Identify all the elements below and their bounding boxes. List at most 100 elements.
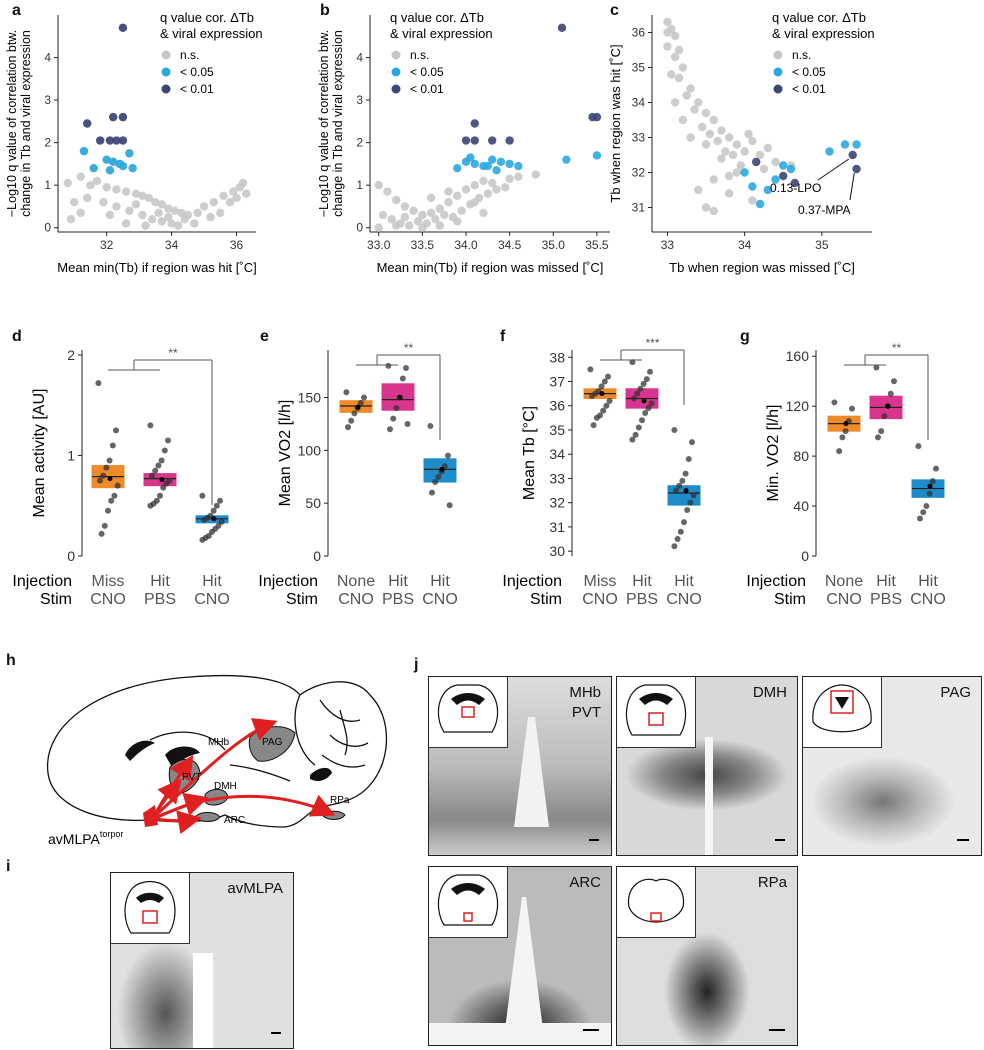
y-axis-label: Tb when region was hit [˚C] bbox=[608, 44, 623, 202]
point-ns bbox=[391, 221, 401, 230]
data-point bbox=[95, 380, 102, 387]
point-ns bbox=[418, 223, 427, 232]
panel-label-a: a bbox=[12, 2, 21, 19]
data-point bbox=[923, 503, 930, 510]
category-row1-label: Hit bbox=[674, 573, 694, 590]
point-ns bbox=[663, 17, 672, 27]
point-ns bbox=[105, 210, 115, 220]
legend-title-line2: & viral expression bbox=[160, 26, 263, 41]
point-ns bbox=[444, 198, 453, 207]
scale-bar bbox=[769, 1029, 785, 1031]
data-point bbox=[690, 492, 697, 499]
panel-label-c: c bbox=[610, 2, 619, 19]
y-tick-label: 3 bbox=[44, 93, 51, 107]
point-ns bbox=[125, 206, 134, 215]
brain-outline bbox=[46, 674, 388, 828]
label-arc: ARC bbox=[224, 815, 245, 826]
point-sig05 bbox=[505, 159, 514, 169]
data-point bbox=[590, 422, 597, 429]
row2-title: Stim bbox=[286, 591, 318, 608]
avmlpa-source bbox=[143, 805, 158, 827]
point-ns bbox=[426, 208, 436, 218]
data-point bbox=[629, 436, 636, 443]
data-point bbox=[403, 364, 409, 371]
point-sig01 bbox=[790, 178, 800, 188]
atlas-inset bbox=[617, 677, 696, 748]
data-point bbox=[149, 472, 155, 479]
point-ns bbox=[709, 115, 718, 125]
legend-lt01-swatch bbox=[161, 84, 171, 94]
point-sig01 bbox=[118, 112, 128, 122]
legend-ns-label: n.s. bbox=[410, 48, 429, 62]
data-point bbox=[393, 405, 400, 412]
micro-label-pvt: PVT bbox=[571, 704, 601, 721]
data-point bbox=[445, 452, 451, 459]
data-point bbox=[915, 443, 922, 450]
category-row1-label: Hit bbox=[388, 573, 408, 590]
scatter-chart-c: 33 34 35 31 32 33 34 35 36 Tb when region was mis… bbox=[608, 10, 875, 275]
point-ns bbox=[479, 176, 488, 186]
row1-title: Injection bbox=[502, 573, 562, 590]
point-sig05 bbox=[825, 147, 834, 156]
category-row2-label: CNO bbox=[194, 591, 230, 608]
legend-title-line2: & viral expression bbox=[772, 26, 875, 41]
data-point bbox=[601, 378, 608, 385]
category-row2-label: CNO bbox=[826, 591, 862, 608]
point-ns bbox=[76, 208, 85, 218]
data-point bbox=[432, 479, 439, 486]
y-tick-label: 4 bbox=[356, 51, 363, 65]
point-ns bbox=[199, 202, 209, 211]
data-point bbox=[598, 383, 605, 390]
point-ns bbox=[663, 42, 672, 51]
point-ns bbox=[736, 161, 745, 170]
y-tick-label: 0 bbox=[313, 548, 321, 564]
category-row2-label: CNO bbox=[582, 591, 618, 608]
point-sig05 bbox=[514, 161, 523, 171]
point-ns bbox=[514, 172, 523, 181]
point-sig05 bbox=[483, 161, 493, 171]
mean-point bbox=[599, 391, 605, 397]
point-ns bbox=[759, 164, 769, 174]
legend-lt01-swatch bbox=[391, 84, 401, 94]
point-ns bbox=[705, 129, 715, 139]
data-point bbox=[637, 385, 644, 392]
data-point bbox=[629, 359, 636, 366]
point-ns bbox=[501, 183, 510, 192]
label-dmh: DMH bbox=[214, 781, 237, 792]
point-ns bbox=[674, 73, 684, 83]
category-row2-label: PBS bbox=[144, 591, 176, 608]
legend-ns-swatch bbox=[391, 50, 401, 60]
point-ns bbox=[138, 191, 147, 201]
data-point bbox=[642, 410, 649, 417]
point-ns bbox=[724, 171, 734, 181]
data-point bbox=[600, 407, 607, 414]
category-row2-label: CNO bbox=[666, 591, 702, 608]
point-ns bbox=[219, 191, 228, 201]
point-ns bbox=[209, 198, 219, 207]
point-ns bbox=[418, 210, 427, 220]
y-tick-label: 0 bbox=[356, 221, 363, 235]
point-ns bbox=[63, 178, 72, 188]
data-point bbox=[640, 380, 647, 387]
point-ns bbox=[461, 185, 471, 194]
point-sig05 bbox=[108, 157, 118, 166]
x-tick-label: 33 bbox=[661, 238, 675, 252]
data-point bbox=[105, 507, 111, 514]
ventricle-gap bbox=[504, 897, 544, 1037]
point-ns bbox=[732, 140, 742, 149]
data-point bbox=[671, 426, 678, 433]
data-point bbox=[361, 394, 367, 401]
point-ns bbox=[724, 133, 734, 142]
data-point bbox=[161, 447, 168, 454]
point-ns bbox=[147, 215, 157, 224]
data-point bbox=[839, 434, 846, 441]
point-ns bbox=[717, 126, 726, 135]
data-point bbox=[114, 482, 121, 489]
point-sig05 bbox=[840, 140, 850, 149]
panel-label-b: b bbox=[320, 2, 330, 19]
panel-label-i: i bbox=[6, 858, 11, 875]
y-axis-label: Mean Tb [°C] bbox=[521, 406, 538, 500]
point-sig01 bbox=[470, 119, 479, 128]
point-ns bbox=[670, 31, 680, 41]
